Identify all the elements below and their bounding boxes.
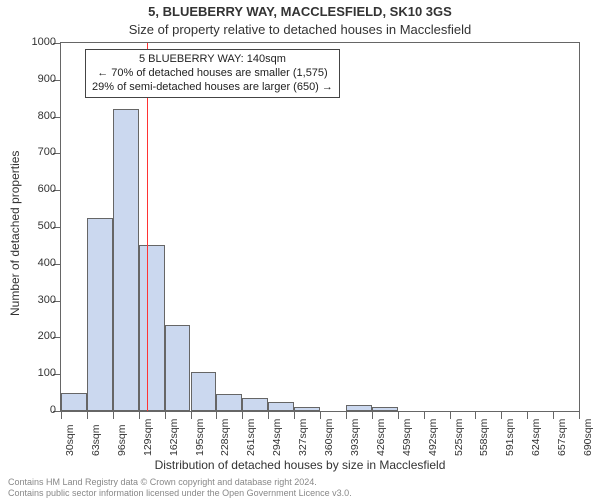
- x-tick-label: 228sqm: [219, 419, 231, 456]
- x-tick: [87, 412, 88, 419]
- bar: [113, 109, 139, 411]
- x-tick: [268, 412, 269, 419]
- x-tick: [398, 412, 399, 419]
- y-tick-label: 700: [12, 146, 56, 158]
- bar: [139, 245, 165, 411]
- y-tick-label: 300: [12, 294, 56, 306]
- y-tick-label: 600: [12, 183, 56, 195]
- bar: [165, 325, 191, 411]
- x-tick-label: 195sqm: [194, 419, 206, 456]
- y-tick-label: 200: [12, 330, 56, 342]
- x-tick-label: 624sqm: [530, 419, 542, 456]
- bar: [216, 394, 242, 411]
- x-tick-label: 426sqm: [375, 419, 387, 456]
- footer-line2: Contains public sector information licen…: [8, 488, 352, 498]
- footer-attribution: Contains HM Land Registry data © Crown c…: [8, 477, 352, 498]
- x-tick: [553, 412, 554, 419]
- chart-title-line1: 5, BLUEBERRY WAY, MACCLESFIELD, SK10 3GS: [0, 4, 600, 19]
- bar: [372, 407, 398, 411]
- x-tick-label: 261sqm: [245, 419, 257, 456]
- y-tick-label: 500: [12, 220, 56, 232]
- x-tick: [372, 412, 373, 419]
- chart-title-line2: Size of property relative to detached ho…: [0, 22, 600, 37]
- x-tick: [165, 412, 166, 419]
- x-tick-label: 30sqm: [64, 424, 76, 456]
- x-tick: [242, 412, 243, 419]
- bar: [294, 407, 320, 411]
- x-tick-label: 162sqm: [168, 419, 180, 456]
- footer-line1: Contains HM Land Registry data © Crown c…: [8, 477, 352, 487]
- x-tick-label: 393sqm: [349, 419, 361, 456]
- annotation-line1: 5 BLUEBERRY WAY: 140sqm: [92, 53, 333, 67]
- x-tick: [501, 412, 502, 419]
- y-axis-title: Number of detached properties: [8, 151, 22, 316]
- x-tick: [113, 412, 114, 419]
- plot-area: 5 BLUEBERRY WAY: 140sqm ← 70% of detache…: [60, 42, 580, 412]
- annotation-box: 5 BLUEBERRY WAY: 140sqm ← 70% of detache…: [85, 49, 340, 98]
- x-tick: [139, 412, 140, 419]
- bar: [191, 372, 217, 411]
- y-tick-label: 900: [12, 73, 56, 85]
- x-axis-title: Distribution of detached houses by size …: [0, 458, 600, 472]
- x-tick: [61, 412, 62, 419]
- x-tick-label: 327sqm: [297, 419, 309, 456]
- bar: [87, 218, 113, 411]
- bar: [268, 402, 294, 411]
- annotation-line3: 29% of semi-detached houses are larger (…: [92, 81, 333, 95]
- bar: [346, 405, 372, 411]
- y-tick-label: 0: [12, 404, 56, 416]
- x-tick-label: 96sqm: [116, 424, 128, 456]
- x-tick: [346, 412, 347, 419]
- x-tick-label: 558sqm: [478, 419, 490, 456]
- x-tick-label: 525sqm: [453, 419, 465, 456]
- x-tick-label: 492sqm: [427, 419, 439, 456]
- x-tick-label: 360sqm: [323, 419, 335, 456]
- x-tick: [579, 412, 580, 419]
- x-tick-label: 657sqm: [556, 419, 568, 456]
- chart-container: 5, BLUEBERRY WAY, MACCLESFIELD, SK10 3GS…: [0, 0, 600, 500]
- x-tick: [424, 412, 425, 419]
- y-tick-label: 400: [12, 257, 56, 269]
- bar: [242, 398, 268, 411]
- x-tick-label: 591sqm: [504, 419, 516, 456]
- x-tick: [450, 412, 451, 419]
- y-tick-label: 100: [12, 367, 56, 379]
- x-tick: [191, 412, 192, 419]
- y-tick-label: 800: [12, 110, 56, 122]
- x-tick-label: 690sqm: [582, 419, 594, 456]
- annotation-line2: ← 70% of detached houses are smaller (1,…: [92, 67, 333, 81]
- x-tick-label: 459sqm: [401, 419, 413, 456]
- x-tick-label: 129sqm: [142, 419, 154, 456]
- y-tick-label: 1000: [12, 36, 56, 48]
- x-tick: [527, 412, 528, 419]
- x-tick: [475, 412, 476, 419]
- x-tick: [216, 412, 217, 419]
- x-tick-label: 294sqm: [271, 419, 283, 456]
- x-tick-label: 63sqm: [90, 424, 102, 456]
- bar: [61, 393, 87, 411]
- x-tick: [320, 412, 321, 419]
- x-tick: [294, 412, 295, 419]
